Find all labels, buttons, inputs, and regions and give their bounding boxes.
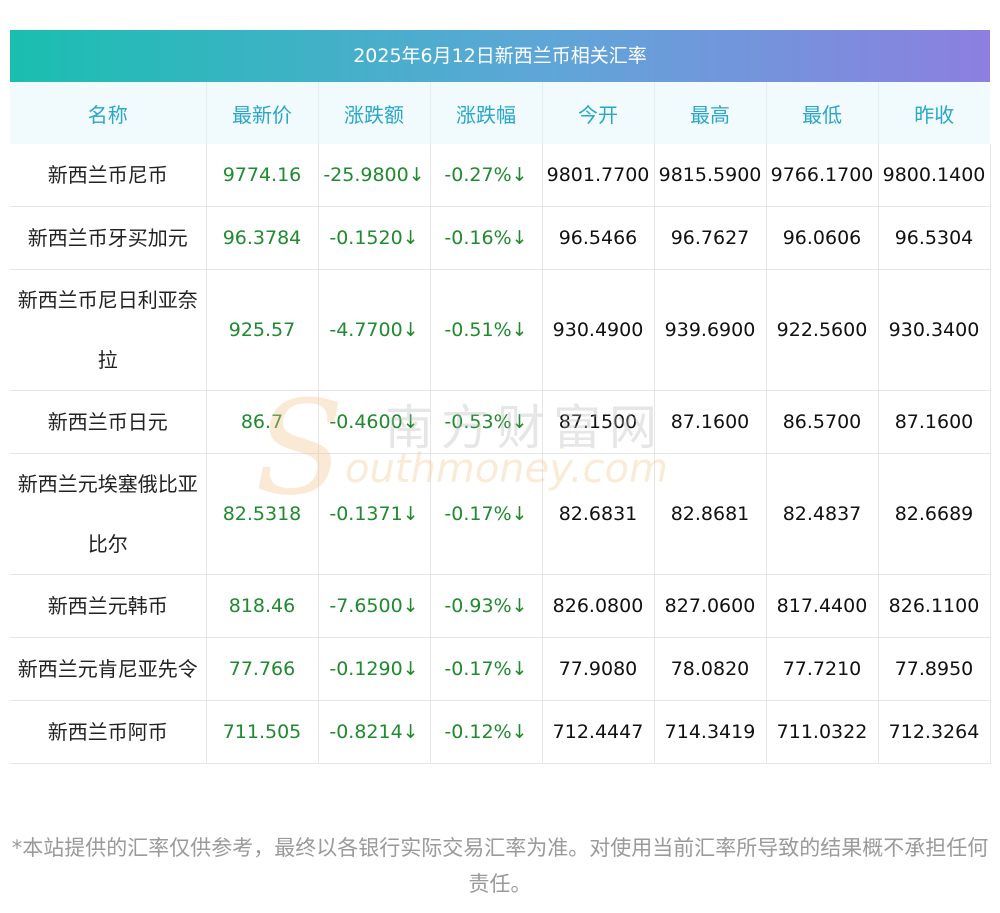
cell-prev-close: 712.3264 [878, 700, 991, 764]
cell-change: -7.6500↓ [318, 574, 431, 638]
cell-name: 新西兰元韩币 [10, 574, 207, 638]
table-row: 新西兰币尼币 9774.16 -25.9800↓ -0.27%↓ 9801.7700 98… [10, 144, 991, 207]
header-change: 涨跌额 [318, 82, 431, 144]
table-header-row: 名称 最新价 涨跌额 涨跌幅 今开 最高 最低 昨收 [10, 82, 990, 144]
cell-latest: 818.46 [206, 574, 319, 638]
cell-latest: 82.5318 [206, 453, 319, 575]
cell-low: 922.5600 [766, 269, 879, 391]
cell-latest: 925.57 [206, 269, 319, 391]
cell-high: 939.6900 [654, 269, 767, 391]
cell-latest: 9774.16 [206, 144, 319, 207]
cell-high: 96.7627 [654, 206, 767, 270]
cell-change: -4.7700↓ [318, 269, 431, 391]
header-change-pct: 涨跌幅 [430, 82, 543, 144]
cell-name: 新西兰币阿币 [10, 700, 207, 764]
cell-latest: 711.505 [206, 700, 319, 764]
cell-prev-close: 77.8950 [878, 637, 991, 701]
header-prev-close: 昨收 [878, 82, 990, 144]
header-high: 最高 [654, 82, 767, 144]
cell-change: -0.1371↓ [318, 453, 431, 575]
cell-open: 930.4900 [542, 269, 655, 391]
cell-open: 87.1500 [542, 390, 655, 454]
cell-open: 96.5466 [542, 206, 655, 270]
cell-change-pct: -0.53%↓ [430, 390, 543, 454]
cell-change-pct: -0.16%↓ [430, 206, 543, 270]
cell-change: -0.1520↓ [318, 206, 431, 270]
cell-low: 77.7210 [766, 637, 879, 701]
cell-low: 86.5700 [766, 390, 879, 454]
table-title: 2025年6月12日新西兰币相关汇率 [10, 30, 990, 82]
table-row: 新西兰元韩币 818.46 -7.6500↓ -0.93%↓ 826.0800 827.0… [10, 574, 991, 638]
cell-latest: 96.3784 [206, 206, 319, 270]
cell-open: 77.9080 [542, 637, 655, 701]
cell-change-pct: -0.17%↓ [430, 637, 543, 701]
cell-high: 82.8681 [654, 453, 767, 575]
header-name: 名称 [10, 82, 207, 144]
cell-prev-close: 9800.1400 [878, 144, 991, 207]
cell-prev-close: 96.5304 [878, 206, 991, 270]
table-row: 新西兰币尼日利亚奈拉 925.57 -4.7700↓ -0.51%↓ 930.4900 9… [10, 269, 991, 391]
table-row: 新西兰币牙买加元 96.3784 -0.1520↓ -0.16%↓ 96.5466 96.… [10, 206, 991, 270]
cell-high: 9815.5900 [654, 144, 767, 207]
cell-high: 87.1600 [654, 390, 767, 454]
disclaimer: *本站提供的汇率仅供参考，最终以各银行实际交易汇率为准。对使用当前汇率所导致的结… [11, 836, 989, 896]
cell-high: 78.0820 [654, 637, 767, 701]
cell-change-pct: -0.93%↓ [430, 574, 543, 638]
cell-open: 9801.7700 [542, 144, 655, 207]
table-row: 新西兰币阿币 711.505 -0.8214↓ -0.12%↓ 712.4447 714.… [10, 700, 991, 764]
header-open: 今开 [542, 82, 655, 144]
cell-low: 82.4837 [766, 453, 879, 575]
cell-high: 827.0600 [654, 574, 767, 638]
cell-change: -0.1290↓ [318, 637, 431, 701]
cell-name: 新西兰元埃塞俄比亚比尔 [10, 453, 207, 575]
cell-change: -0.8214↓ [318, 700, 431, 764]
cell-change: -0.4600↓ [318, 390, 431, 454]
cell-prev-close: 87.1600 [878, 390, 991, 454]
cell-open: 826.0800 [542, 574, 655, 638]
cell-low: 9766.1700 [766, 144, 879, 207]
cell-change: -25.9800↓ [318, 144, 431, 207]
header-latest: 最新价 [206, 82, 319, 144]
cell-low: 817.4400 [766, 574, 879, 638]
cell-prev-close: 82.6689 [878, 453, 991, 575]
cell-name: 新西兰币尼日利亚奈拉 [10, 269, 207, 391]
header-low: 最低 [766, 82, 879, 144]
cell-high: 714.3419 [654, 700, 767, 764]
cell-change-pct: -0.12%↓ [430, 700, 543, 764]
cell-change-pct: -0.51%↓ [430, 269, 543, 391]
cell-name: 新西兰币日元 [10, 390, 207, 454]
table-row: 新西兰元肯尼亚先令 77.766 -0.1290↓ -0.17%↓ 77.9080 78.… [10, 637, 991, 701]
cell-name: 新西兰币尼币 [10, 144, 207, 207]
cell-open: 712.4447 [542, 700, 655, 764]
exchange-rate-table: 名称 最新价 涨跌额 涨跌幅 今开 最高 最低 昨收 新西兰币尼币 9774.16… [10, 82, 991, 764]
table-row: 新西兰币日元 86.7 -0.4600↓ -0.53%↓ 87.1500 87.1600 8… [10, 390, 991, 454]
cell-latest: 86.7 [206, 390, 319, 454]
cell-name: 新西兰币牙买加元 [10, 206, 207, 270]
cell-low: 96.0606 [766, 206, 879, 270]
cell-open: 82.6831 [542, 453, 655, 575]
cell-latest: 77.766 [206, 637, 319, 701]
cell-change-pct: -0.27%↓ [430, 144, 543, 207]
rate-table-card: 2025年6月12日新西兰币相关汇率 名称 最新价 涨跌额 涨跌幅 今开 最高 … [10, 30, 991, 764]
cell-name: 新西兰元肯尼亚先令 [10, 637, 207, 701]
cell-prev-close: 826.1100 [878, 574, 991, 638]
table-row: 新西兰元埃塞俄比亚比尔 82.5318 -0.1371↓ -0.17%↓ 82.6831… [10, 453, 991, 575]
cell-low: 711.0322 [766, 700, 879, 764]
cell-change-pct: -0.17%↓ [430, 453, 543, 575]
cell-prev-close: 930.3400 [878, 269, 991, 391]
